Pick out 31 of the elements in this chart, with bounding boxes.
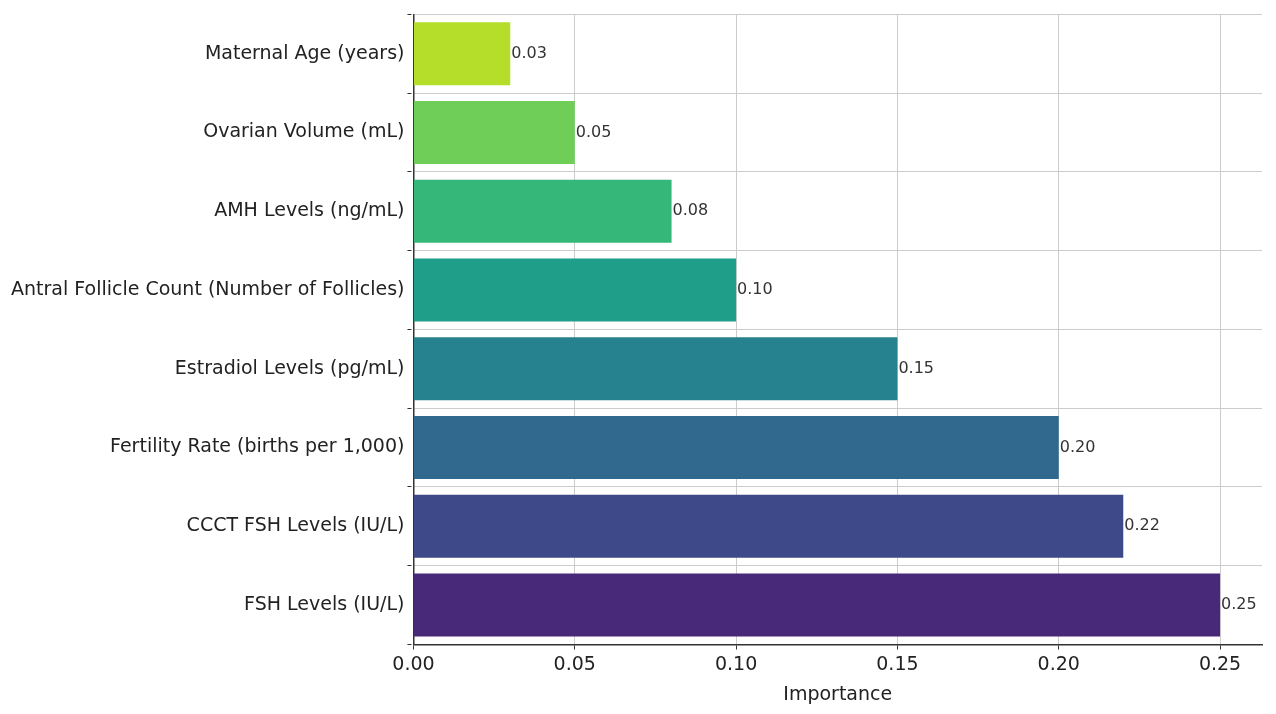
data-label: 0.15 [898, 357, 935, 377]
bar [413, 258, 737, 322]
x-tick-label: 0.20 [1037, 651, 1080, 674]
data-label: 0.25 [1221, 594, 1257, 614]
y-tick-label: Fertility Rate (births per 1,000) [110, 434, 405, 457]
x-axis-title: Importance [783, 681, 893, 704]
bar [413, 494, 1124, 558]
data-label: 0.22 [1124, 515, 1160, 535]
y-tick-label: CCCT FSH Levels (IU/L) [186, 513, 405, 536]
y-tick-label: Estradiol Levels (pg/mL) [174, 355, 405, 378]
y-tick-label: FSH Levels (IU/L) [244, 591, 405, 614]
y-tick-label: Ovarian Volume (mL) [203, 119, 405, 142]
data-label: 0.10 [737, 279, 773, 299]
data-label: 0.03 [511, 42, 547, 62]
x-tick-label: 0.00 [392, 651, 435, 674]
y-tick-label: AMH Levels (ng/mL) [214, 198, 405, 221]
data-label: 0.08 [672, 200, 709, 220]
bar [413, 573, 1221, 637]
bar [413, 179, 672, 243]
x-tick-label: 0.15 [876, 651, 919, 674]
bar [413, 22, 511, 86]
x-tick-label: 0.25 [1198, 651, 1242, 674]
y-tick-label: Antral Follicle Count (Number of Follicles) [10, 276, 405, 299]
x-tick-label: 0.05 [553, 651, 596, 674]
bar [413, 101, 575, 165]
x-tick-label: 0.10 [714, 651, 758, 674]
data-label: 0.20 [1059, 436, 1096, 456]
y-tick-label: Maternal Age (years) [204, 40, 405, 63]
bar [413, 337, 898, 401]
data-label: 0.05 [575, 121, 612, 141]
bar [413, 416, 1059, 480]
